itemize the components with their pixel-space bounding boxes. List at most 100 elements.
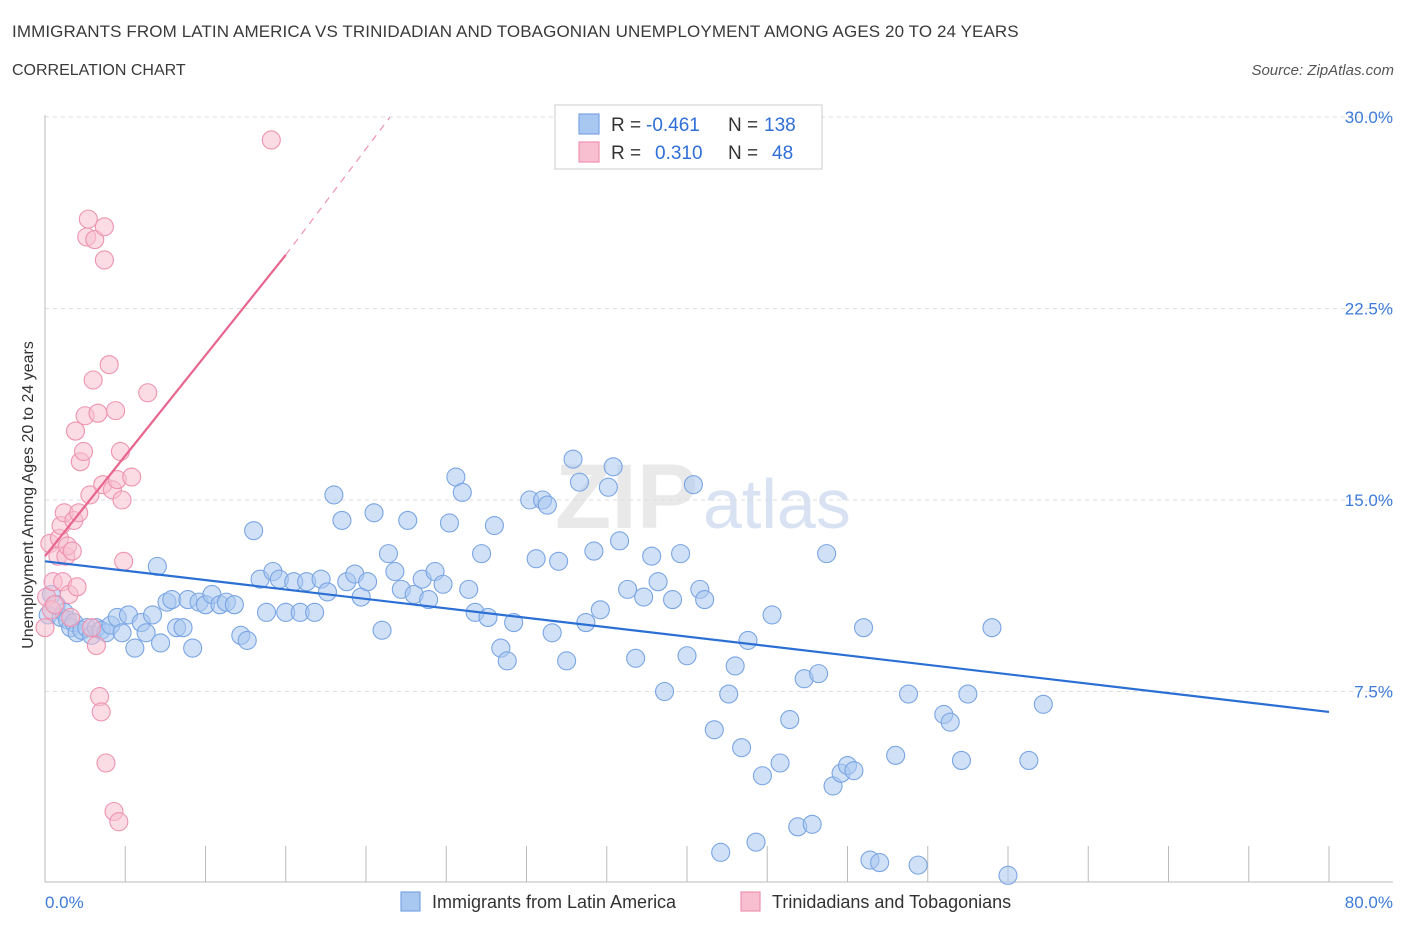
data-point (142, 605, 163, 625)
data-point (433, 574, 453, 594)
data-point (81, 618, 102, 638)
legend-n-label-blue: N = (728, 115, 758, 136)
data-point (86, 635, 106, 656)
data-point (372, 620, 392, 640)
data-point (870, 853, 890, 873)
data-point (704, 720, 724, 740)
legend-swatch-pink (578, 141, 600, 163)
data-point (35, 618, 55, 638)
data-point (112, 623, 132, 643)
data-point (173, 618, 193, 638)
data-point (642, 546, 662, 566)
trend-lines (44, 116, 1330, 714)
data-point (732, 738, 752, 758)
series-immigrants-latin-america (38, 449, 1053, 885)
data-point (67, 577, 87, 597)
y-tick-label: 15.0% (1345, 491, 1393, 510)
data-point (557, 651, 577, 671)
data-point (584, 541, 604, 561)
data-point (537, 495, 557, 515)
data-point (80, 485, 100, 505)
data-point (626, 648, 646, 668)
data-point (358, 572, 378, 592)
data-point (237, 630, 257, 650)
data-point (45, 595, 65, 615)
data-point (317, 582, 338, 602)
data-point (802, 814, 822, 834)
x-tick-label-min: 0.0% (45, 893, 84, 912)
data-point (770, 753, 790, 773)
data-point (96, 753, 116, 773)
data-point (746, 832, 766, 852)
bottom-legend-swatch-blue (400, 891, 421, 912)
series-trinidadians-tobagonians (35, 130, 281, 832)
data-point (809, 664, 829, 684)
data-point (853, 618, 874, 638)
y-axis-label: Unemployment Among Ages 20 to 24 years (20, 341, 37, 649)
data-point (364, 503, 384, 523)
legend-n-value-pink: 48 (772, 143, 793, 164)
data-point (99, 355, 119, 375)
legend-n-label-pink: N = (728, 143, 758, 164)
data-point (122, 467, 142, 487)
data-point (138, 383, 158, 403)
x-ticks (44, 846, 1330, 882)
data-point (94, 217, 114, 237)
correlation-legend: R = -0.461 N = 138 R = 0.310 N = 48 (554, 104, 823, 170)
trend-line-pink (44, 254, 287, 557)
data-point (459, 579, 479, 599)
watermark-atlas: atlas (703, 465, 851, 543)
data-point (563, 449, 583, 469)
chart-title: IMMIGRANTS FROM LATIN AMERICA VS TRINIDA… (12, 22, 1019, 41)
bottom-legend-swatch-pink (740, 891, 761, 912)
data-point (305, 602, 325, 622)
data-point (590, 600, 610, 620)
data-point (110, 441, 130, 462)
data-point (324, 485, 344, 505)
data-point (256, 602, 277, 622)
y-tick-label: 7.5% (1354, 683, 1393, 702)
data-point (648, 572, 668, 592)
data-point (183, 638, 203, 658)
data-point (654, 681, 675, 702)
data-point (752, 766, 772, 786)
data-point (332, 510, 352, 530)
data-point (109, 812, 129, 832)
data-point (85, 230, 105, 250)
legend-n-value-blue: 138 (764, 115, 796, 136)
bottom-legend-label-pink: Trinidadians and Tobagonians (772, 892, 1011, 912)
data-point (94, 250, 114, 270)
legend-r-value-pink: 0.310 (655, 143, 703, 164)
data-point (112, 490, 132, 510)
data-point (224, 595, 244, 615)
series-legend: Immigrants from Latin America Trinidadia… (400, 891, 1011, 912)
data-point (549, 551, 569, 571)
data-point (603, 457, 623, 477)
data-point (504, 613, 524, 633)
data-point (439, 513, 460, 533)
data-point (634, 587, 654, 607)
data-point (618, 579, 638, 599)
data-point (817, 544, 837, 564)
data-point (484, 515, 504, 536)
data-point (542, 623, 562, 643)
data-point (136, 623, 156, 643)
x-tick-label-max: 80.0% (1345, 893, 1393, 912)
legend-swatch-blue (578, 113, 600, 135)
data-point (88, 403, 108, 423)
data-point (958, 684, 978, 704)
data-point (385, 561, 405, 582)
data-point (65, 421, 86, 441)
data-point (526, 549, 546, 569)
data-point (125, 638, 145, 658)
data-point (695, 590, 715, 610)
data-point (497, 651, 517, 671)
data-point (61, 607, 81, 628)
data-point (671, 544, 691, 564)
data-point (762, 605, 782, 625)
data-point (106, 401, 126, 421)
data-point (114, 551, 134, 571)
data-point (78, 209, 98, 229)
legend-r-value-blue: -0.461 (646, 115, 700, 136)
